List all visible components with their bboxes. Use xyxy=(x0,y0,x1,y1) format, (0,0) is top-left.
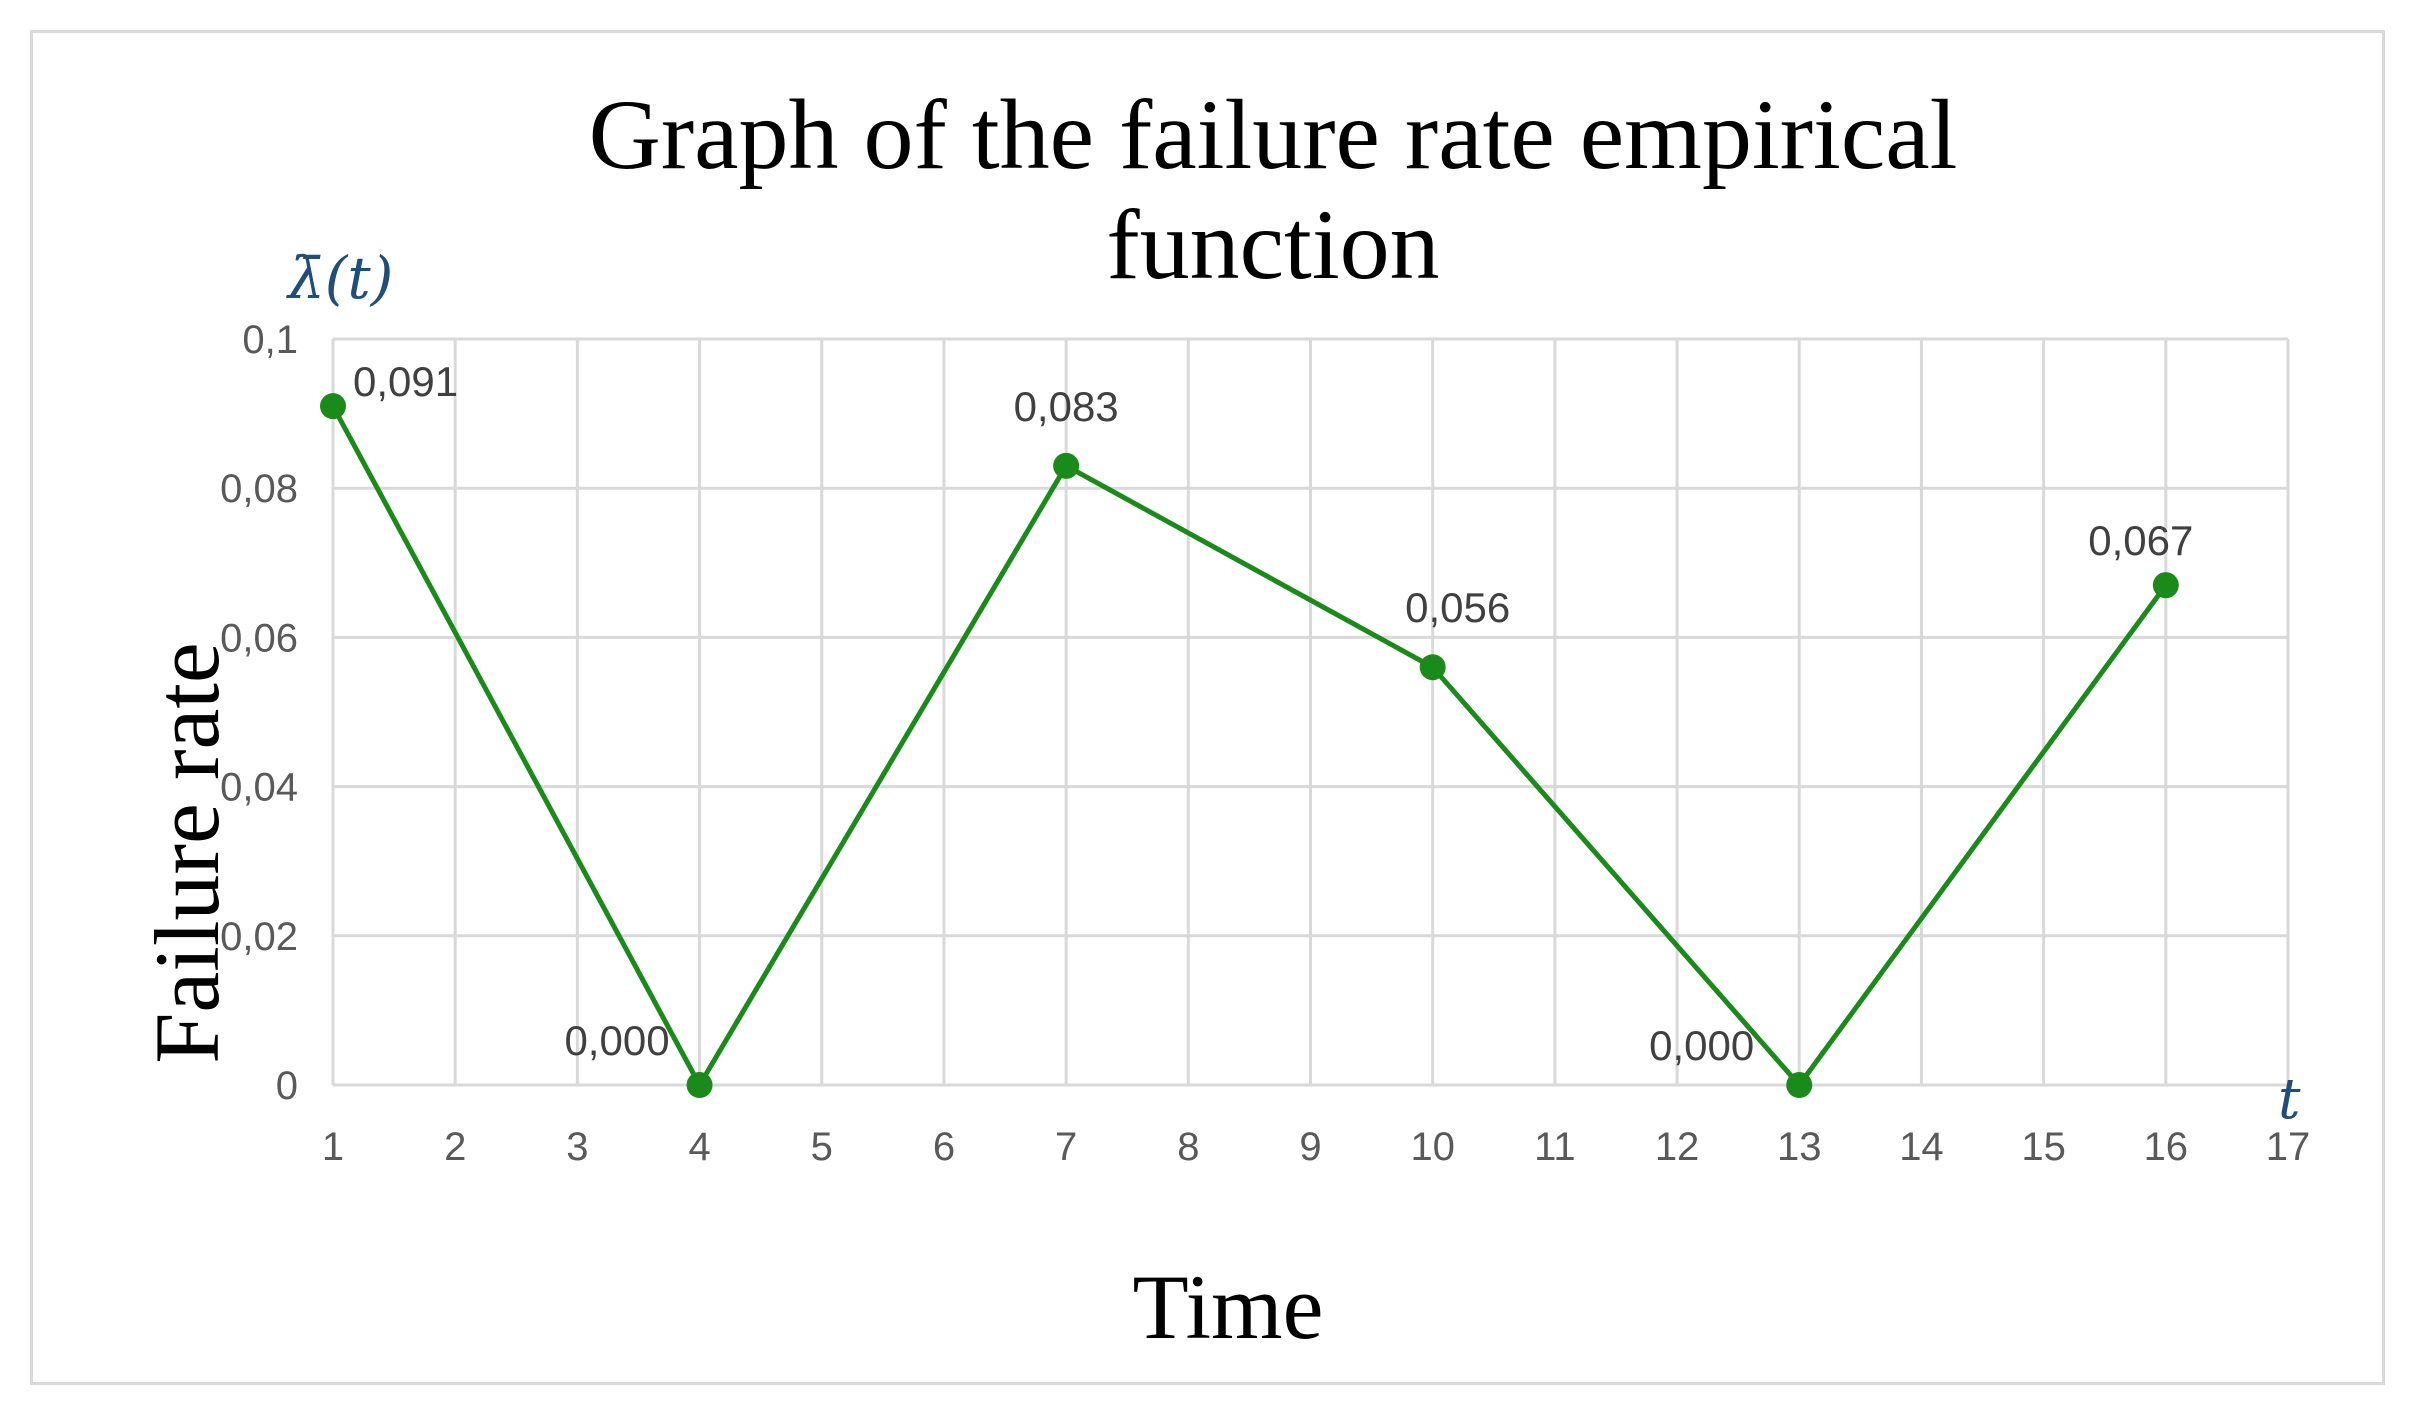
x-tick-label: 5 xyxy=(811,1125,833,1169)
x-tick-label: 10 xyxy=(1410,1125,1455,1169)
y-tick-label: 0,02 xyxy=(220,915,298,959)
x-tick-label: 4 xyxy=(688,1125,710,1169)
x-tick-label: 13 xyxy=(1777,1125,1822,1169)
chart-title-line-1: Graph of the failure rate empirical xyxy=(589,79,1958,190)
failure-rate-chart: 1 2 3 4 5 6 7 8 9 10 11 12 13 14 15 16 1700,020,040,060,… xyxy=(136,79,2310,1358)
x-axis-label: Time xyxy=(1133,1256,1324,1358)
data-label: 0,091 xyxy=(353,358,458,405)
y-tick-label: 0,04 xyxy=(220,766,298,810)
series-layer xyxy=(320,393,2179,1098)
data-point xyxy=(1419,654,1446,681)
data-point xyxy=(686,1072,713,1098)
grid xyxy=(331,337,2290,1087)
x-tick-label: 9 xyxy=(1299,1125,1321,1169)
labels-layer: 1 2 3 4 5 6 7 8 9 10 11 12 13 14 15 16 1700,020,040,060,… xyxy=(220,318,2310,1169)
data-point xyxy=(2152,572,2179,599)
x-tick-label: 3 xyxy=(566,1125,588,1169)
data-point xyxy=(1053,452,1080,479)
x-tick-label: 1 xyxy=(322,1125,344,1169)
chart-frame: 1 2 3 4 5 6 7 8 9 10 11 12 13 14 15 16 17 0 0,02 0,04 0,06 0,… xyxy=(30,30,2385,1385)
x-tick-label: 7 xyxy=(1055,1125,1077,1169)
x-symbol: t xyxy=(2278,1067,2301,1132)
x-tick-label: 12 xyxy=(1655,1125,1700,1169)
y-axis-label: Failure rate xyxy=(136,642,238,1063)
x-tick-label: 6 xyxy=(933,1125,955,1169)
y-tick-label: 0,06 xyxy=(220,616,298,660)
chart-title-line-2: function xyxy=(1106,189,1439,300)
data-point xyxy=(1786,1072,1813,1098)
data-point xyxy=(320,393,346,420)
data-label: 0,000 xyxy=(564,1017,669,1064)
x-tick-label: 16 xyxy=(2144,1125,2189,1169)
x-tick-label: 11 xyxy=(1534,1125,1576,1169)
data-label: 0,056 xyxy=(1405,584,1510,631)
data-label: 0,067 xyxy=(2088,517,2193,564)
x-tick-label: 14 xyxy=(1899,1125,1944,1169)
series-line xyxy=(330,404,2168,1088)
y-symbol: λ̄(t) xyxy=(286,244,393,312)
data-label: 0,083 xyxy=(1014,383,1119,430)
x-tick-label: 8 xyxy=(1177,1125,1199,1169)
y-tick-label: 0,08 xyxy=(220,467,298,511)
data-label: 0,000 xyxy=(1649,1022,1754,1069)
y-tick-label: 0 xyxy=(276,1064,298,1108)
x-tick-label: 15 xyxy=(2021,1125,2066,1169)
x-tick-label: 17 xyxy=(2266,1125,2311,1169)
x-tick-label: 2 xyxy=(444,1125,466,1169)
y-tick-label: 0,1 xyxy=(242,318,298,362)
